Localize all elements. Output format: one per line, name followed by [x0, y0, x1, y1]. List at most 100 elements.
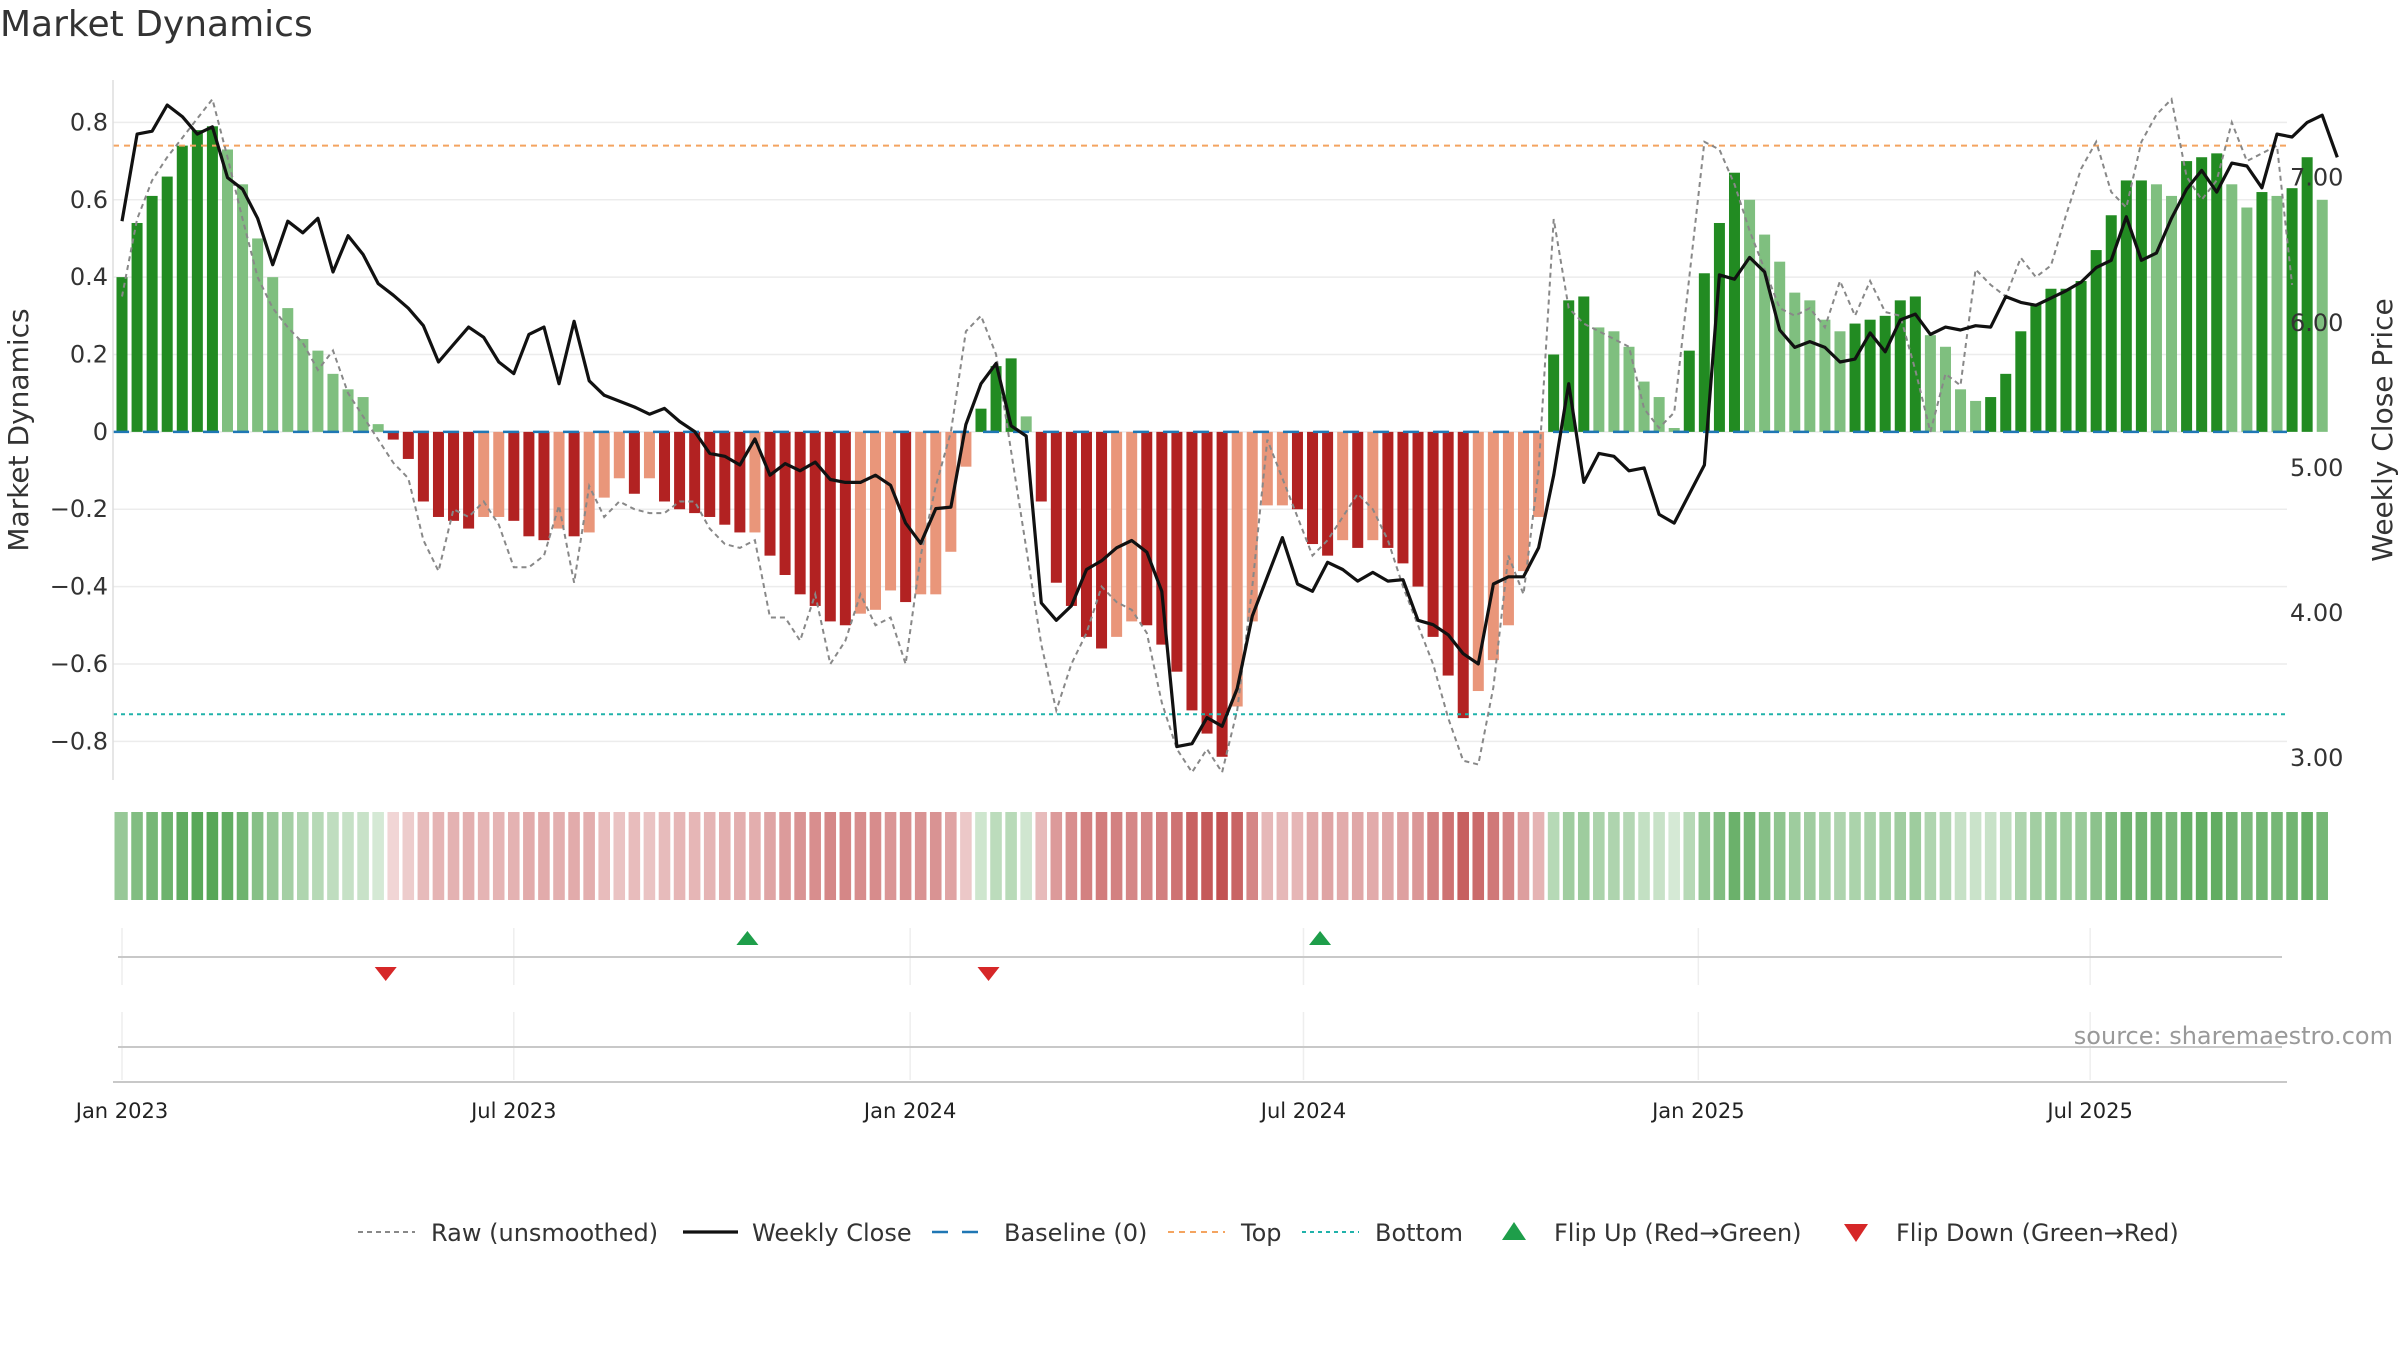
- dynamics-bar: [1307, 431, 1319, 545]
- heat-cell: [792, 812, 809, 900]
- dynamics-bar: [1518, 431, 1530, 572]
- heat-cell: [672, 812, 688, 900]
- legend-label: Baseline (0): [1004, 1219, 1147, 1247]
- legend-swatch-flip-down: [1844, 1224, 1868, 1242]
- heat-cell: [1335, 812, 1351, 900]
- page-title: Market Dynamics: [0, 4, 313, 45]
- dynamics-bar: [598, 431, 610, 498]
- heat-cell: [295, 812, 311, 900]
- y2-tick-label: 7.00: [2290, 164, 2343, 192]
- heat-cell: [1666, 812, 1683, 900]
- dynamics-bar: [1291, 431, 1303, 510]
- dynamics-bar: [372, 424, 384, 432]
- heat-cell: [1289, 812, 1306, 900]
- dynamics-bar: [824, 431, 836, 622]
- dynamics-bar: [1442, 431, 1454, 676]
- dynamics-bar: [1623, 346, 1635, 432]
- dynamics-bar: [2196, 157, 2208, 432]
- dynamics-bar: [2135, 180, 2147, 432]
- dynamics-bar: [2120, 180, 2132, 432]
- heat-cell: [1139, 812, 1155, 900]
- y2-tick-label: 3.00: [2290, 744, 2343, 772]
- dynamics-bar: [1171, 431, 1183, 672]
- dynamics-bar: [116, 277, 128, 432]
- dynamics-bar: [794, 431, 806, 595]
- heat-cell: [1968, 812, 1984, 900]
- legend-label: Flip Up (Red→Green): [1554, 1219, 1802, 1247]
- dynamics-bar: [2286, 188, 2298, 432]
- heat-cell: [1757, 812, 1773, 900]
- heat-cell: [641, 812, 658, 900]
- heat-cell: [1907, 812, 1924, 900]
- dynamics-bar: [463, 431, 475, 529]
- heat-cell: [310, 812, 326, 900]
- y2-tick-label: 5.00: [2290, 454, 2343, 482]
- heat-cell: [491, 812, 507, 900]
- dynamics-bar: [1035, 431, 1047, 502]
- heat-cell: [611, 812, 628, 900]
- heat-cell: [506, 812, 522, 900]
- dynamics-bar: [1728, 172, 1740, 432]
- dynamics-bar: [1759, 234, 1771, 432]
- heat-cell: [1063, 812, 1080, 900]
- heat-cell: [1184, 812, 1200, 900]
- dynamics-bar: [2181, 161, 2193, 432]
- legend-item: Top: [1168, 1219, 1282, 1247]
- dynamics-bar: [1111, 431, 1123, 637]
- x-tick-label: Jul 2024: [1259, 1099, 1346, 1123]
- dynamics-bar: [1337, 431, 1349, 541]
- y-tick-label: −0.6: [50, 650, 108, 678]
- heat-cell: [189, 812, 206, 900]
- dynamics-bar: [674, 431, 686, 510]
- y-tick-label: 0.4: [70, 263, 108, 291]
- dynamics-bar: [1744, 199, 1756, 432]
- heat-cell: [566, 812, 583, 900]
- heat-cell: [385, 812, 402, 900]
- heat-cell: [219, 812, 236, 900]
- heat-cell: [1395, 812, 1411, 900]
- dynamics-bar: [1713, 222, 1725, 432]
- heat-cell: [1862, 812, 1879, 900]
- heat-cell: [1410, 812, 1427, 900]
- heat-cell: [1696, 812, 1713, 900]
- heat-cell: [1470, 812, 1487, 900]
- heat-cell: [1320, 812, 1336, 900]
- heat-cell: [1546, 812, 1562, 900]
- heat-cell: [1531, 812, 1547, 900]
- heat-cell: [581, 812, 598, 900]
- dynamics-bar: [2105, 215, 2117, 432]
- heat-cell: [1636, 812, 1653, 900]
- dynamics-bar: [719, 431, 731, 525]
- dynamics-bar: [900, 431, 912, 603]
- dynamics-bar: [1970, 400, 1982, 432]
- dynamics-bar: [1924, 335, 1936, 432]
- dynamics-bar: [1141, 431, 1153, 626]
- dynamics-bar: [659, 431, 671, 502]
- heat-cell: [1485, 812, 1502, 900]
- dynamics-bar: [2060, 288, 2072, 432]
- y-tick-label: −0.4: [50, 573, 108, 601]
- source-label: source: sharemaestro.com: [2074, 1022, 2393, 1050]
- heat-cell: [521, 812, 537, 900]
- dynamics-bar: [508, 431, 520, 521]
- heat-cell: [1937, 812, 1954, 900]
- heat-cell: [461, 812, 477, 900]
- dynamics-bar: [2075, 281, 2087, 432]
- y2-axis-label: Weekly Close Price: [2366, 298, 2399, 561]
- heat-cell: [1802, 812, 1818, 900]
- dynamics-bar: [734, 431, 746, 533]
- dynamics-bar: [975, 408, 987, 432]
- dynamics-bar: [1879, 315, 1891, 432]
- flip-down-marker: [977, 967, 1000, 981]
- dynamics-bar: [1985, 397, 1997, 432]
- dynamics-bar: [1020, 416, 1032, 432]
- heat-cell: [1651, 812, 1668, 900]
- heat-cell: [174, 812, 191, 900]
- heat-cell: [1078, 812, 1095, 900]
- heat-cell: [2269, 812, 2286, 900]
- heat-cell: [1742, 812, 1758, 900]
- dynamics-bar: [854, 431, 866, 614]
- heat-cell: [1726, 812, 1743, 900]
- heat-cell: [2254, 812, 2270, 900]
- dynamics-bar: [1261, 431, 1273, 506]
